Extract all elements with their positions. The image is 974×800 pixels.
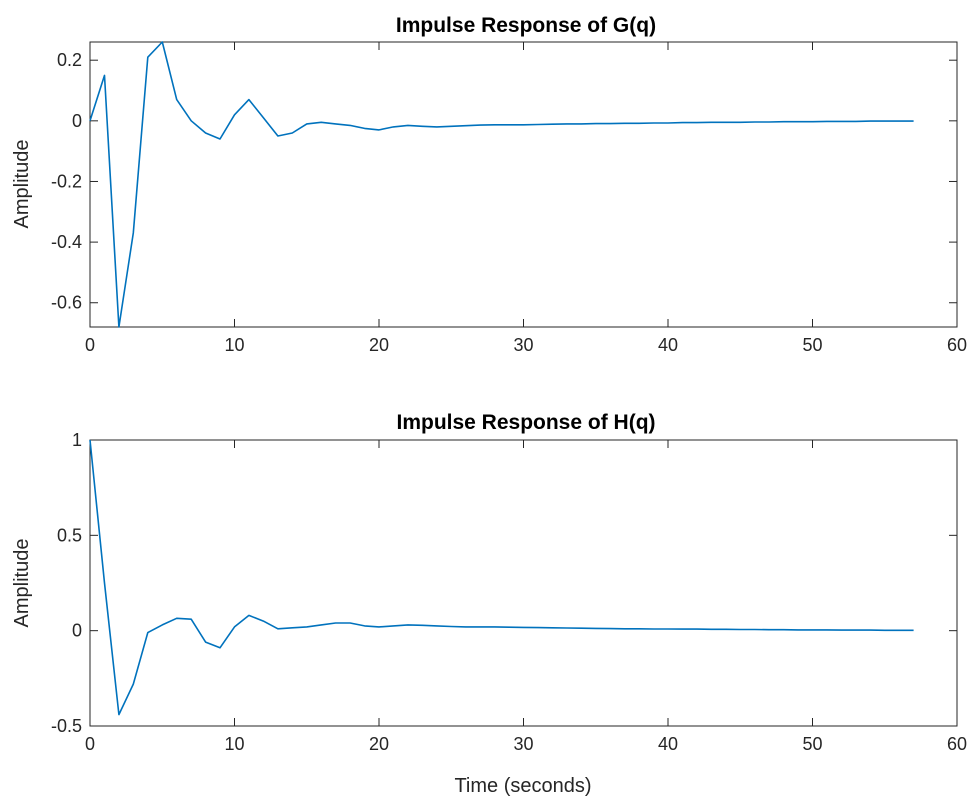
plot-h-xlabel: Time (seconds) xyxy=(454,775,591,797)
plot-h-axes xyxy=(89,439,958,727)
x-tick-label: 20 xyxy=(369,734,389,754)
x-tick-label: 40 xyxy=(658,335,678,355)
plot-g-ticks: 0 10 20 30 40 50 60 0.2 0 -0.2 -0.4 -0.6 xyxy=(51,42,967,355)
x-tick-label: 40 xyxy=(658,734,678,754)
x-tick-label: 0 xyxy=(85,734,95,754)
y-tick-label: -0.2 xyxy=(51,171,82,191)
x-tick-label: 0 xyxy=(85,335,95,355)
plot-h-ylabel: Amplitude xyxy=(11,539,33,628)
x-tick-label: 50 xyxy=(802,734,822,754)
x-tick-label: 10 xyxy=(224,734,244,754)
y-tick-label: -0.4 xyxy=(51,232,82,252)
x-tick-label: 30 xyxy=(513,335,533,355)
x-tick-label: 10 xyxy=(224,335,244,355)
plot-g: Impulse Response of G(q) 0 10 20 30 40 50 60 0.… xyxy=(11,14,967,355)
plot-h: Impulse Response of H(q) 0 10 20 30 40 50 6010… xyxy=(11,411,967,797)
plot-g-axes xyxy=(89,41,958,328)
y-tick-label: 0 xyxy=(72,621,82,641)
plot-h-title: Impulse Response of H(q) xyxy=(396,411,655,434)
y-tick-label: 0.5 xyxy=(57,525,82,545)
x-tick-label: 50 xyxy=(802,335,822,355)
x-tick-label: 60 xyxy=(947,335,967,355)
y-tick-label: 1 xyxy=(72,430,82,450)
x-tick-label: 20 xyxy=(369,335,389,355)
plot-g-ylabel: Amplitude xyxy=(11,140,33,229)
plot-g-title: Impulse Response of G(q) xyxy=(396,14,656,37)
x-tick-label: 60 xyxy=(947,734,967,754)
y-tick-label: -0.6 xyxy=(51,293,82,313)
x-tick-label: 30 xyxy=(513,734,533,754)
y-tick-label: 0 xyxy=(72,111,82,131)
y-tick-label: -0.5 xyxy=(51,716,82,736)
plot-h-series-line xyxy=(89,439,914,716)
y-tick-label: 0.2 xyxy=(57,50,82,70)
plot-g-series-line xyxy=(89,41,914,328)
